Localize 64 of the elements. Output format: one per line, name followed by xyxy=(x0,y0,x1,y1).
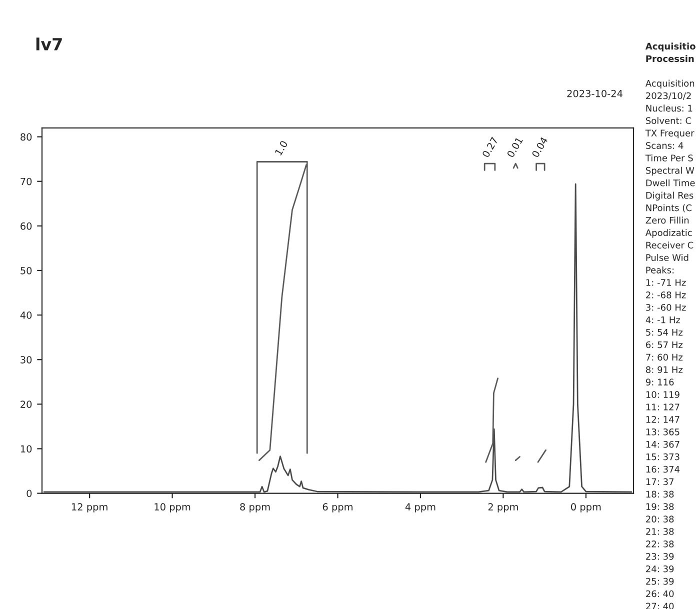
text: 11: 127 xyxy=(646,404,680,410)
text: 5: 54 Hz xyxy=(646,329,683,336)
x-tick-label: 6 ppm xyxy=(322,503,352,512)
text: Nucleus: 1 xyxy=(646,104,692,112)
text: 23: 39 xyxy=(646,552,674,560)
y-tick-label: 80 xyxy=(20,133,32,141)
y-tick-label: 70 xyxy=(20,178,32,186)
y-tick-label: 10 xyxy=(20,445,32,453)
text: Scans: 4 xyxy=(646,142,684,149)
text: NPoints (C xyxy=(646,204,692,212)
text: 2023/10/2 xyxy=(646,92,691,100)
text: 9: 116 xyxy=(646,378,674,386)
text: 13: 365 xyxy=(646,428,680,436)
text: Dwell Time xyxy=(646,179,695,186)
text: 22: 38 xyxy=(646,540,674,548)
text: 16: 374 xyxy=(646,466,680,473)
text: Digital Res xyxy=(646,192,694,201)
y-tick-label: 0 xyxy=(26,490,32,498)
text: 21: 38 xyxy=(646,528,674,535)
chart-title: lv7 xyxy=(36,38,62,50)
text: 24: 39 xyxy=(646,565,674,572)
text: 2: -68 Hz xyxy=(646,292,686,298)
text: 25: 39 xyxy=(646,578,674,585)
text: 10: 119 xyxy=(646,391,680,398)
annotation: 1.0 xyxy=(274,140,288,156)
x-tick-label: 12 ppm xyxy=(72,503,108,512)
text: 20: 38 xyxy=(646,516,674,522)
text: 18: 38 xyxy=(646,490,674,498)
y-tick-label: 60 xyxy=(20,222,32,230)
y-tick-label: 20 xyxy=(20,400,32,408)
text: 2023-10-24 xyxy=(567,90,622,98)
x-tick-label: 4 ppm xyxy=(405,503,436,512)
text: 1: -71 Hz xyxy=(646,279,686,286)
x-tick-label: 8 ppm xyxy=(240,503,270,512)
y-tick-label: 50 xyxy=(20,266,32,274)
text: Time Per S xyxy=(645,154,693,162)
text: 14: 367 xyxy=(646,440,680,448)
text: 7: 60 Hz xyxy=(646,354,683,361)
text: Receiver C xyxy=(646,242,694,249)
text: TX Frequer xyxy=(645,130,694,138)
line-series xyxy=(485,378,499,463)
y-tick-label: 30 xyxy=(20,356,32,364)
text: 15: 373 xyxy=(646,453,680,460)
text: 4: -1 Hz xyxy=(646,316,680,324)
text: Acquisition xyxy=(645,80,694,88)
text: Apodizatic xyxy=(645,229,692,238)
text: 17: 37 xyxy=(646,478,674,486)
x-tick-label: 2 ppm xyxy=(488,503,518,512)
text: Pulse Wid xyxy=(646,254,688,262)
text: Processin xyxy=(646,55,694,62)
text: Zero Fillin xyxy=(646,216,689,224)
text: 26: 40 xyxy=(646,590,674,598)
text: 3: -60 Hz xyxy=(646,304,686,311)
text: 12: 147 xyxy=(646,416,680,423)
text: 19: 38 xyxy=(646,503,674,510)
x-tick-label: 10 ppm xyxy=(154,503,190,512)
text: Acquisitio xyxy=(645,42,696,52)
y-tick-label: 40 xyxy=(20,312,32,319)
text: 6: 57 Hz xyxy=(646,341,683,348)
text: Peaks: xyxy=(646,266,674,274)
text: Solvent: C xyxy=(646,117,692,124)
x-tick-label: 0 ppm xyxy=(571,503,601,512)
text: Spectral W xyxy=(646,166,694,176)
text: 8: 91 Hz xyxy=(646,366,683,374)
